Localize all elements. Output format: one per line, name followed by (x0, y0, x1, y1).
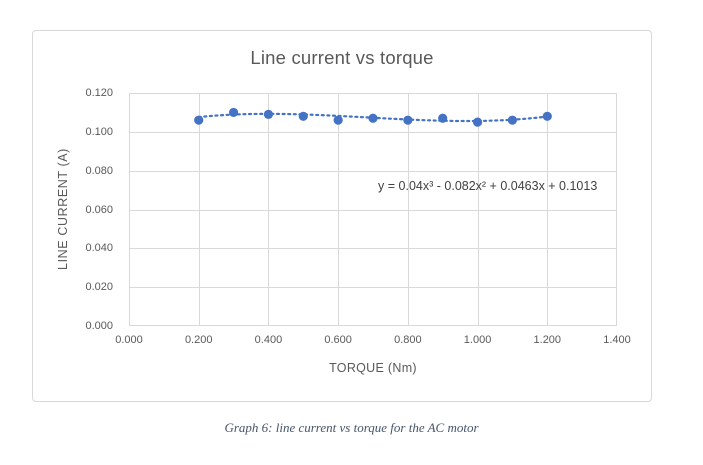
data-point (507, 115, 518, 125)
data-point (194, 115, 204, 125)
data-point (542, 111, 552, 121)
data-point (333, 115, 343, 125)
x-tick-label: 0.400 (254, 334, 283, 346)
y-tick-label: 0.020 (85, 281, 113, 294)
data-point (298, 111, 308, 121)
data-point (368, 113, 378, 123)
trendline-equation: y = 0.04x³ - 0.082x² + 0.0463x + 0.1013 (378, 179, 598, 194)
data-point (472, 117, 483, 127)
y-tick-label: 0.120 (85, 87, 113, 99)
x-tick-label: 0.600 (324, 334, 352, 346)
data-point (228, 107, 239, 118)
x-tick-label: 0.800 (394, 334, 422, 346)
x-tick-label: 1.200 (533, 334, 562, 346)
figure-caption: Graph 6: line current vs torque for the … (224, 420, 479, 435)
y-axis-tick-labels: 0.000 0.020 0.040 0.060 0.080 0.100 0.120 (33, 87, 121, 332)
x-tick-label: 0.200 (184, 334, 213, 346)
x-axis-title: TORQUE (Nm) (329, 361, 417, 375)
x-tick-label: 1.400 (603, 334, 631, 346)
x-tick-label: 0.000 (115, 334, 143, 346)
data-point (438, 113, 448, 123)
chart-container[interactable]: Line current vs torque 0.000 0.020 0.040 0.… (32, 30, 652, 402)
y-tick-label: 0.000 (85, 320, 113, 332)
x-tick-label: 1.000 (463, 334, 492, 346)
y-tick-label: 0.040 (85, 242, 113, 255)
y-tick-label: 0.080 (85, 164, 113, 177)
data-point (263, 109, 274, 119)
plot-svg (129, 93, 617, 326)
plot-area: y = 0.04x³ - 0.082x² + 0.0463x + 0.1013 (129, 93, 617, 326)
y-tick-label: 0.100 (85, 125, 113, 138)
chart-title: Line current vs torque (250, 47, 434, 68)
x-axis-tick-labels: 0.000 0.200 0.400 0.600 0.800 1.000 1.200 1.400 (115, 334, 631, 350)
y-tick-label: 0.060 (85, 203, 113, 216)
data-point (403, 115, 413, 125)
y-axis-title: LINE CURRENT (A) (56, 148, 70, 270)
